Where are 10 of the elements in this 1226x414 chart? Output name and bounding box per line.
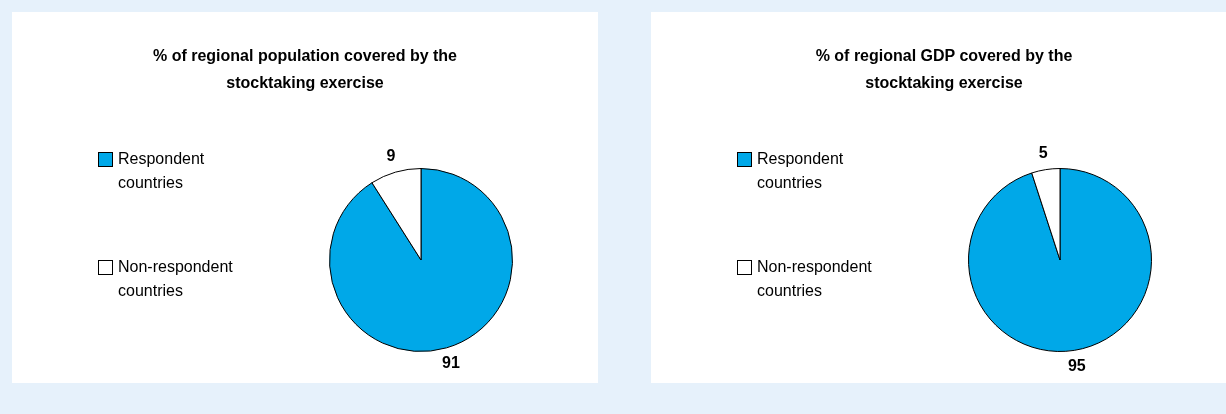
data-label: 5 <box>1038 144 1048 162</box>
data-label: 91 <box>442 353 460 371</box>
legend-label: Non-respondent countries <box>757 258 872 299</box>
data-label: 95 <box>1067 356 1086 374</box>
chart-title: % of regional GDP covered by the stocktaking exercise <box>814 46 1074 93</box>
legend-label: Respondent countries <box>757 150 844 191</box>
chart-title: % of regional population covered by the stocktaking exercise <box>152 46 458 93</box>
legend-label: Non-respondent countries <box>118 258 233 299</box>
legend-label: Respondent countries <box>118 150 205 191</box>
data-label: 9 <box>386 147 396 165</box>
